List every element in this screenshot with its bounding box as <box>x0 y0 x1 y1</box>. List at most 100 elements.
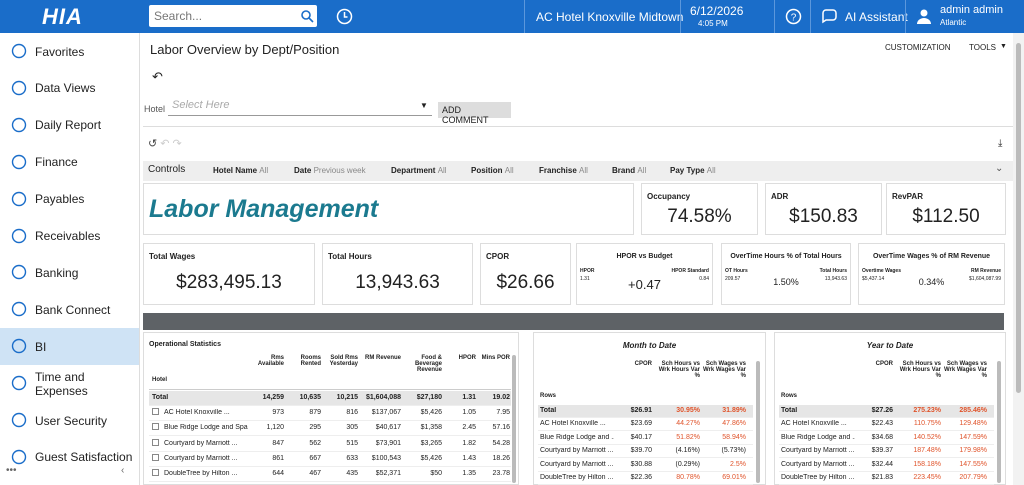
expand-icon[interactable] <box>152 438 159 446</box>
search-icon[interactable] <box>300 9 314 23</box>
table-cell: 861 <box>272 454 284 462</box>
table-cell: 187.48% <box>913 447 941 455</box>
expand-icon[interactable] <box>152 453 159 461</box>
filter-value[interactable]: All <box>437 166 447 175</box>
column-header[interactable]: Mins POR <box>481 355 510 361</box>
undo-icon[interactable]: ↶ <box>152 69 163 84</box>
customization-button[interactable]: CUSTOMIZATION <box>885 43 951 52</box>
column-header[interactable]: RM Revenue <box>364 355 401 361</box>
sidebar-item[interactable]: Banking <box>0 254 139 291</box>
select-caret[interactable]: ▼ <box>420 101 428 110</box>
expand-icon[interactable] <box>152 408 159 416</box>
user-name[interactable]: admin admin <box>940 4 1003 16</box>
table-cell: 7.95 <box>496 409 510 417</box>
sidebar-item[interactable]: Favorites <box>0 33 139 70</box>
toolbar-icons[interactable]: ↺ ↶ ↷ <box>148 138 182 150</box>
row-rule <box>149 465 511 467</box>
tools-caret[interactable]: ▼ <box>1000 43 1007 50</box>
left-label: HPOR <box>580 268 595 274</box>
table-scrollbar[interactable] <box>997 361 1001 483</box>
logo[interactable]: HIA <box>42 4 83 29</box>
tools-button[interactable]: TOOLS <box>969 43 996 52</box>
table-cell: (0.29%) <box>675 460 700 468</box>
sidebar-item[interactable]: Finance <box>0 144 139 181</box>
column-header[interactable]: Rows <box>540 393 557 399</box>
sidebar-item[interactable]: Guest Satisfaction <box>0 439 139 476</box>
filter-name[interactable]: Position All <box>471 166 514 175</box>
sidebar-item[interactable]: Bank Connect <box>0 291 139 328</box>
column-header[interactable]: Hotel <box>152 377 167 383</box>
sidebar-collapse[interactable]: ‹ <box>121 465 125 476</box>
controls-toggle[interactable]: ⌄ <box>995 163 1004 174</box>
filter-name[interactable]: Date Previous week <box>294 166 366 175</box>
right-label: HPOR Standard <box>671 268 709 274</box>
history-icon[interactable] <box>336 8 353 25</box>
table-cell: 467 <box>309 470 321 477</box>
hotel-select[interactable]: Select Here <box>168 97 432 116</box>
expand-icon[interactable] <box>152 469 159 476</box>
ai-assistant[interactable]: AI Assistant <box>845 10 908 24</box>
filter-value[interactable]: All <box>579 166 588 175</box>
search-box[interactable]: Search... <box>149 5 317 27</box>
sidebar-item[interactable]: Daily Report <box>0 107 139 144</box>
kpi-label: CPOR <box>486 252 510 261</box>
kpi-value: 1.50% <box>773 277 799 287</box>
date[interactable]: 6/12/2026 <box>690 4 744 18</box>
table-cell: Total <box>540 407 557 414</box>
column-header[interactable]: Sch Wages vs Wrk Wages Var % <box>702 361 746 379</box>
scrollbar[interactable] <box>1013 33 1024 485</box>
column-header[interactable]: Sch Wages vs Wrk Wages Var % <box>943 361 987 379</box>
table-cell: 58.94% <box>722 433 746 441</box>
table-cell: DoubleTree by Hilton ... <box>164 470 238 477</box>
filter-value[interactable]: All <box>706 166 716 175</box>
sidebar-more[interactable]: ••• <box>6 465 17 476</box>
column-header[interactable]: CPOR <box>634 361 652 367</box>
table-scrollbar[interactable] <box>512 355 516 483</box>
hotel-selector[interactable]: AC Hotel Knoxville Midtown <box>536 10 684 24</box>
column-header[interactable]: Food & Beverage Revenue <box>414 355 442 373</box>
filter-name[interactable]: Department All <box>391 166 447 175</box>
sidebar-icon <box>11 191 27 206</box>
add-comment-button[interactable]: ADD COMMENT <box>438 102 511 125</box>
table-cell: 1.31 <box>462 394 476 401</box>
filter-name[interactable]: Pay Type All <box>670 166 716 175</box>
column-header[interactable]: Rms Available <box>257 355 284 367</box>
kpi-label: OverTime Hours % of Total Hours <box>730 253 842 260</box>
column-header[interactable]: HPOR <box>458 355 476 361</box>
sidebar-item[interactable]: BI <box>0 328 139 366</box>
table-cell: $52,371 <box>375 470 401 477</box>
expand-icon[interactable] <box>152 423 159 431</box>
row-rule <box>149 481 511 482</box>
row-rule <box>538 443 753 445</box>
sidebar-item[interactable]: Receivables <box>0 218 139 255</box>
sidebar-item[interactable]: Time and Expenses <box>0 365 139 402</box>
table-cell: Total <box>781 407 798 414</box>
filter-name[interactable]: Brand All <box>612 166 647 175</box>
help-icon[interactable]: ? <box>785 8 802 25</box>
table-cell: 816 <box>346 409 358 417</box>
column-header[interactable]: Sch Hours vs Wrk Hours Var % <box>658 361 700 379</box>
sidebar-item[interactable]: Data Views <box>0 70 139 107</box>
sidebar-icon <box>11 375 27 391</box>
kpi-label: RevPAR <box>892 192 923 201</box>
filter-value[interactable]: All <box>259 166 269 175</box>
filter-name[interactable]: Hotel Name All <box>213 166 269 175</box>
period-table: Year to Date Rows CPOR Sch Hours vs Wrk Hou… <box>774 332 1006 485</box>
sidebar-item[interactable]: Payables <box>0 181 139 218</box>
column-header[interactable]: Sch Hours vs Wrk Hours Var % <box>899 361 941 379</box>
filter-name[interactable]: Franchise All <box>539 166 588 175</box>
kpi-label: Occupancy <box>647 192 691 201</box>
column-header[interactable]: Sold Rms Yesterday <box>329 355 358 367</box>
column-header[interactable]: Rooms Rented <box>300 355 321 367</box>
sidebar-item[interactable]: User Security <box>0 402 139 439</box>
ai-icon[interactable] <box>820 7 838 25</box>
table-scrollbar[interactable] <box>756 361 760 483</box>
download-icon[interactable]: ⤓ <box>998 138 1003 149</box>
filter-value[interactable]: All <box>637 166 647 175</box>
column-header[interactable]: CPOR <box>875 361 893 367</box>
filter-value[interactable]: All <box>504 166 514 175</box>
column-header[interactable]: Rows <box>781 393 798 399</box>
filter-value[interactable]: Previous week <box>313 166 366 175</box>
divider <box>810 0 811 33</box>
user-icon[interactable] <box>916 8 932 24</box>
